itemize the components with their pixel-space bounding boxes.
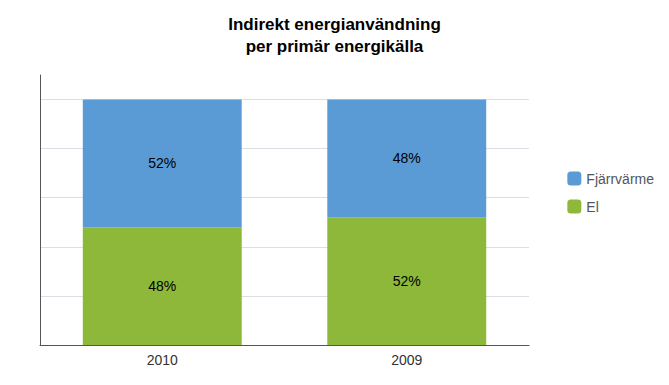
svg-text:Fjärrvärme: Fjärrvärme <box>586 171 654 187</box>
svg-text:52%: 52% <box>393 273 421 289</box>
svg-text:2010: 2010 <box>147 352 178 368</box>
svg-text:per primär energikälla: per primär energikälla <box>246 37 424 56</box>
svg-text:Indirekt energianvändning: Indirekt energianvändning <box>228 15 441 34</box>
svg-text:48%: 48% <box>393 150 421 166</box>
svg-text:El: El <box>586 199 598 215</box>
svg-text:48%: 48% <box>148 278 176 294</box>
svg-text:52%: 52% <box>148 155 176 171</box>
svg-text:2009: 2009 <box>391 352 422 368</box>
